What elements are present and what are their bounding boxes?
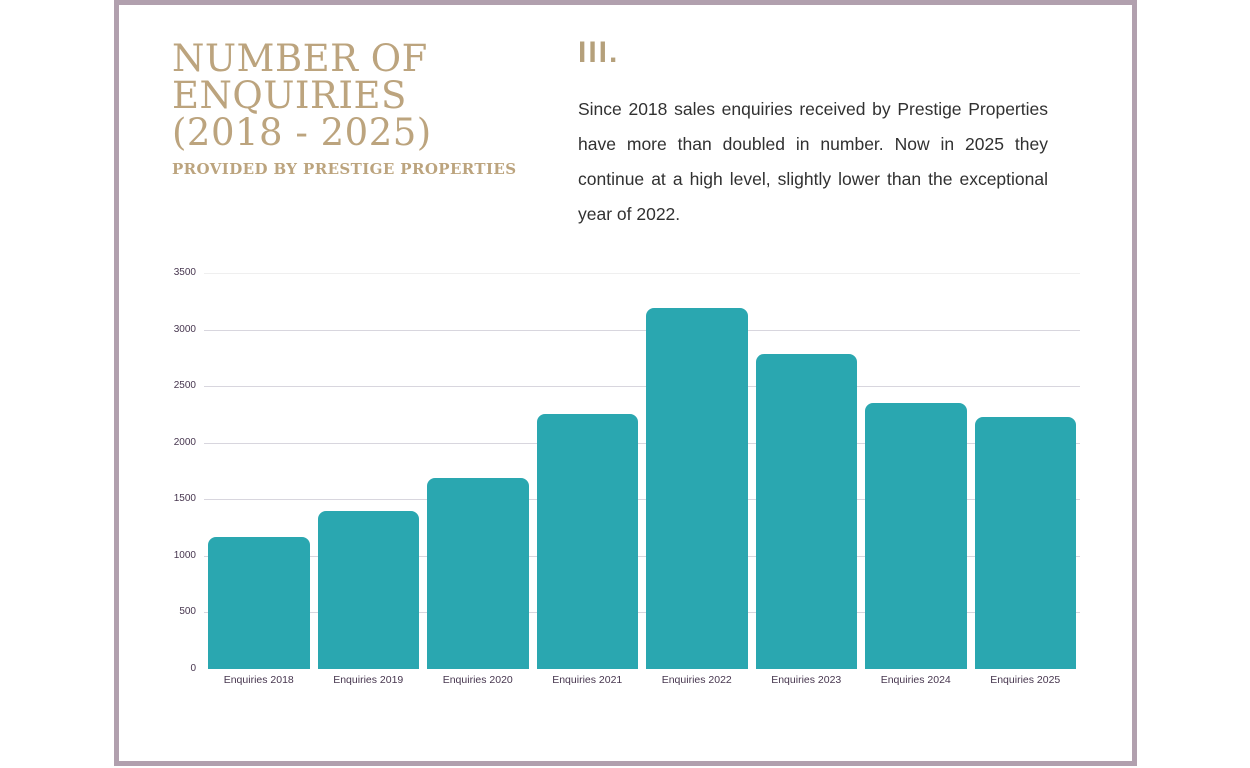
bar-enquiries-2018 [208,537,310,669]
gridline [204,386,1080,388]
bar-enquiries-2025 [974,417,1076,669]
y-tick-label: 3000 [173,323,196,335]
bar-enquiries-2020 [427,478,529,669]
x-category-label: Enquiries 2025 [990,674,1061,686]
subtitle: PROVIDED BY PRESTIGE PROPERTIES [172,160,517,178]
gridline [204,499,1080,501]
bar-enquiries-2019 [317,510,419,669]
bar-enquiries-2023 [755,354,857,669]
gridline [204,273,1080,274]
chart-y-axis: 0 500 1000 1500 2000 2500 3000 3500 [130,267,196,674]
page-title-line-2: ENQUIRIES [172,74,407,117]
y-tick-label: 500 [179,606,196,618]
bar-enquiries-2021 [536,413,638,669]
chart-x-axis: Enquiries 2018 Enquiries 2019 Enquiries 20… [204,674,1080,690]
y-tick-label: 3500 [173,267,196,278]
page-title-line-1: NUMBER OF [172,37,428,80]
x-category-label: Enquiries 2019 [333,674,404,686]
title-block: NUMBER OF ENQUIRIES (2018 - 2025) PROVID… [172,40,572,178]
section-numeral: III. [578,36,620,69]
x-category-label: Enquiries 2018 [223,674,294,686]
x-category-label: Enquiries 2021 [552,674,623,686]
y-tick-label: 1500 [173,493,196,505]
x-category-label: Enquiries 2022 [661,674,732,686]
gridline [204,555,1080,557]
gridline [204,442,1080,444]
chart-plot-area [204,273,1080,669]
section-body-text: Since 2018 sales enquiries received by P… [578,98,1048,224]
gridline [204,612,1080,614]
x-category-label: Enquiries 2024 [880,674,951,686]
x-category-label: Enquiries 2023 [771,674,842,686]
x-category-label: Enquiries 2020 [442,674,513,686]
bar-enquiries-2022 [646,308,748,669]
y-tick-label: 2500 [173,380,196,392]
y-tick-label: 2000 [173,436,196,448]
y-tick-label: 0 [190,663,196,674]
bar-enquiries-2024 [865,403,967,669]
y-tick-label: 1000 [173,549,196,561]
gridline [204,329,1080,331]
page-title-line-3: (2018 - 2025) [172,111,432,154]
